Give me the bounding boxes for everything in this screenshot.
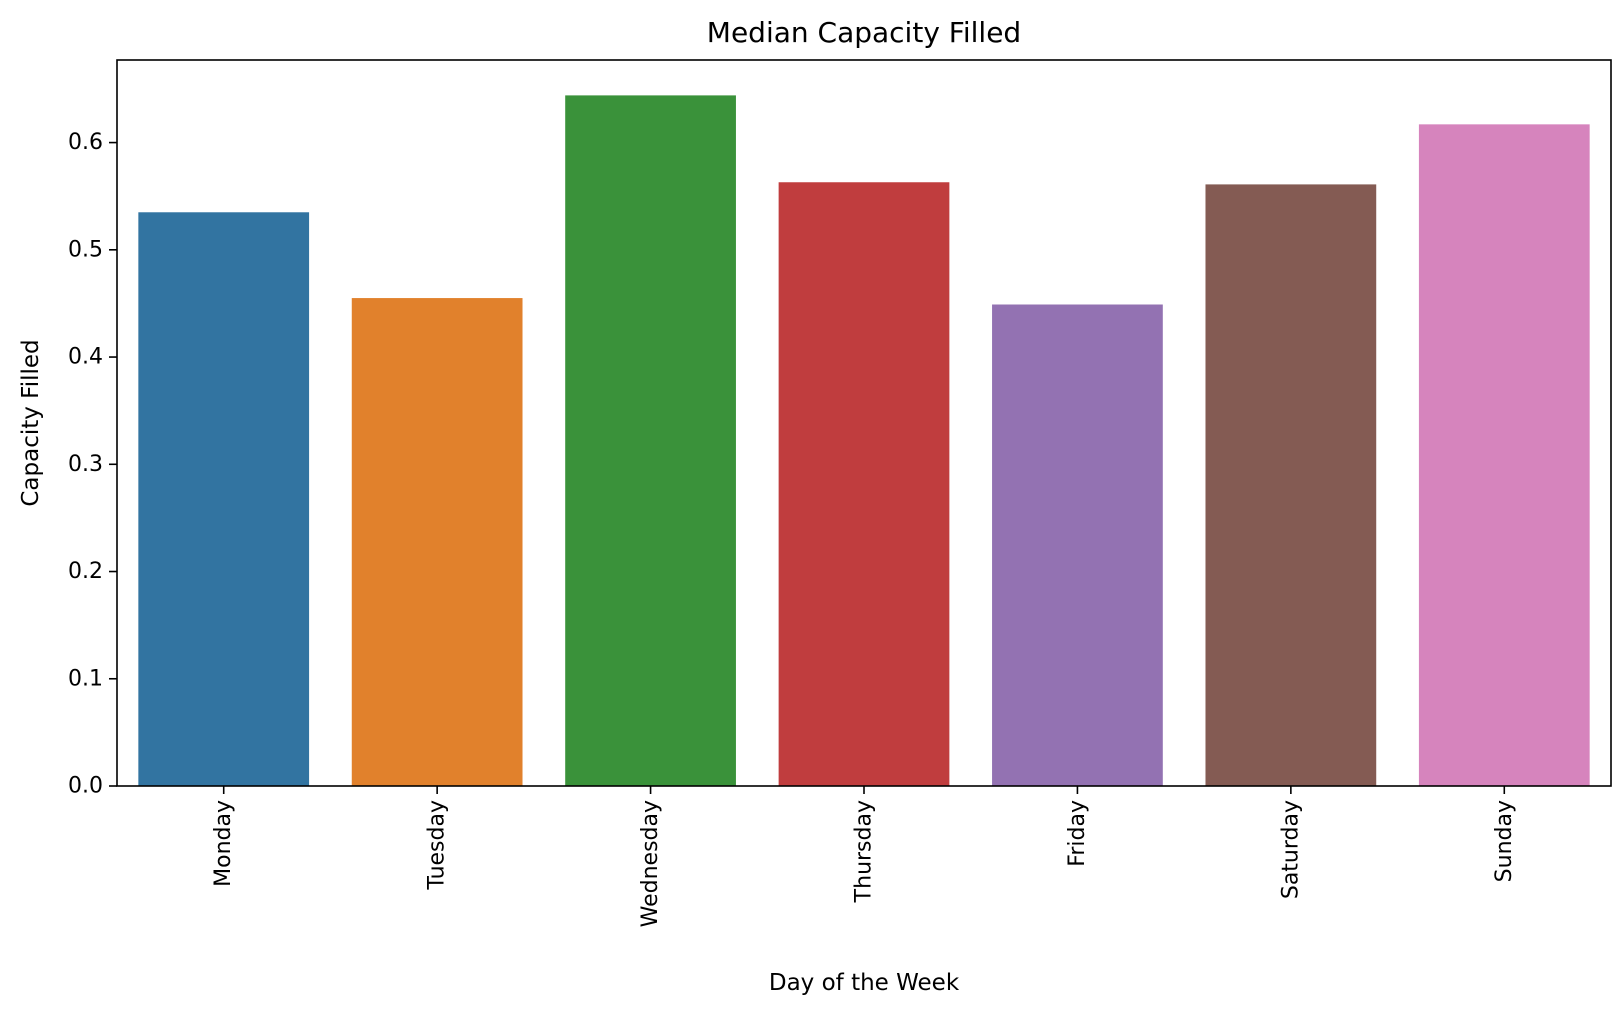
y-tick-label: 0.6: [68, 130, 103, 155]
y-tick-label: 0.5: [68, 237, 103, 262]
x-tick-label: Friday: [1065, 800, 1090, 867]
bar-thursday: [778, 182, 950, 787]
y-tick-label: 0.0: [68, 774, 103, 799]
y-tick-label: 0.2: [68, 559, 103, 584]
chart-title: Median Capacity Filled: [707, 16, 1021, 49]
x-tick-label: Thursday: [852, 800, 877, 903]
x-axis-ticks: Monday Tuesday Wednesday Thursday Friday Satu…: [211, 786, 1517, 927]
plot-frame: [116, 59, 1612, 787]
x-tick-label: Monday: [211, 800, 236, 887]
bars-group: [138, 95, 1590, 787]
y-tick-label: 0.4: [68, 345, 103, 370]
bar-wednesday: [565, 95, 736, 786]
x-tick-label: Wednesday: [638, 800, 663, 927]
x-tick-label: Tuesday: [425, 800, 450, 891]
bar-friday: [992, 304, 1163, 786]
bar-tuesday: [351, 298, 523, 786]
x-tick-label: Sunday: [1492, 800, 1517, 882]
y-axis-ticks: 0.0 0.1 0.2 0.3 0.4 0.5 0.6: [68, 130, 117, 799]
x-axis-label: Day of the Week: [769, 970, 960, 996]
y-tick-label: 0.1: [68, 666, 103, 691]
y-tick-label: 0.3: [68, 452, 103, 477]
bar-sunday: [1418, 124, 1590, 786]
bar-monday: [138, 212, 310, 786]
y-axis-label: Capacity Filled: [18, 339, 44, 506]
bar-saturday: [1205, 184, 1377, 786]
x-tick-label: Saturday: [1278, 800, 1303, 899]
